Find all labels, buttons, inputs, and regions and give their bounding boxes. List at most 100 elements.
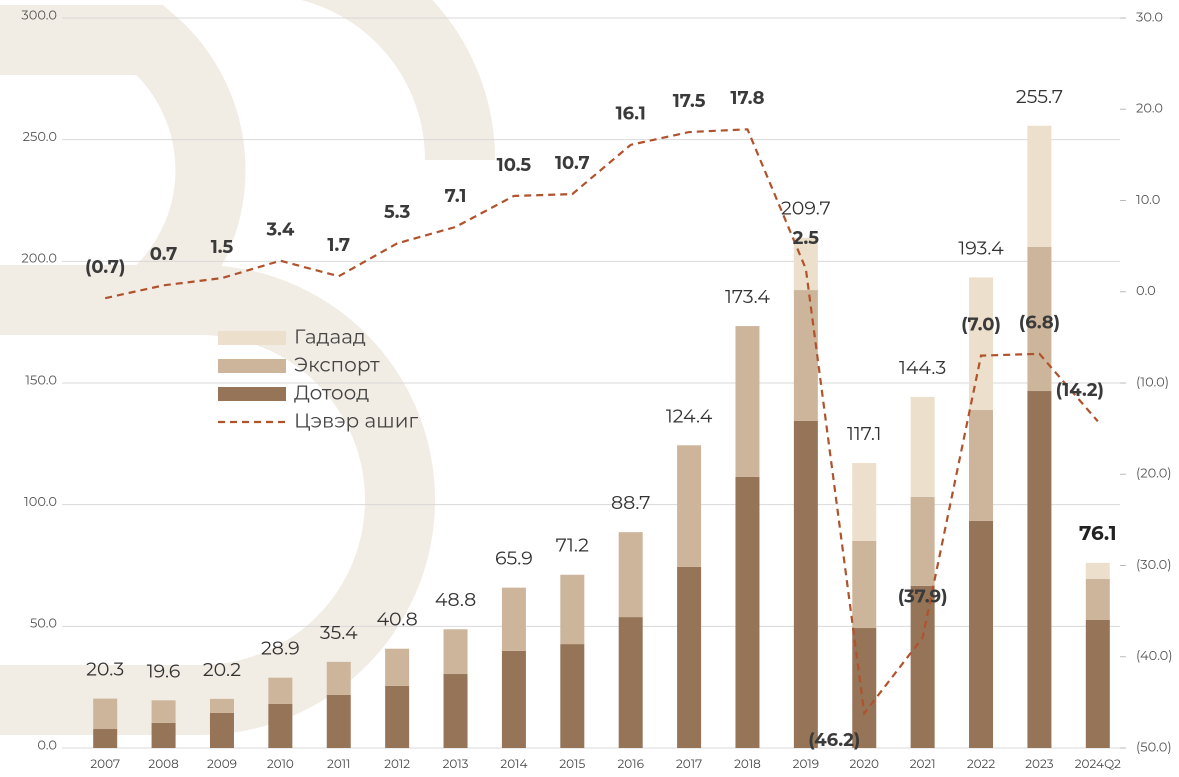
bar-segment	[619, 617, 643, 748]
y-tick-label: 200.0	[21, 251, 57, 267]
bar-segment	[852, 541, 876, 628]
y2-tick-label: 10.0	[1136, 192, 1160, 208]
line-value-label: 1.5	[211, 236, 234, 258]
line-value-label: (0.7)	[85, 256, 125, 278]
watermark	[0, 0, 460, 700]
y2-tick-label: 20.0	[1136, 101, 1163, 117]
bar-segment	[152, 700, 176, 723]
line-value-label: 3.4	[265, 219, 294, 241]
x-tick-label: 2018	[734, 757, 761, 772]
total-label: 48.8	[435, 588, 476, 611]
total-label: 65.9	[495, 547, 533, 570]
x-tick-label: 2013	[443, 757, 469, 772]
x-tick-label: 2008	[148, 757, 179, 772]
x-tick-label: 2015	[559, 757, 585, 772]
y2-tick-label: 30.0	[1136, 9, 1163, 25]
x-tick-label: 2024Q2	[1075, 757, 1121, 772]
bar-segment	[911, 497, 935, 586]
total-label: 209.7	[781, 197, 831, 220]
y-tick-label: 150.0	[25, 372, 57, 388]
bar-segment	[152, 723, 176, 748]
bar-segment	[385, 686, 409, 748]
bar-segment	[619, 532, 643, 617]
bar-segment	[852, 463, 876, 541]
legend-swatch	[218, 387, 286, 401]
bar-segment	[1027, 391, 1051, 748]
total-label: 71.2	[556, 534, 589, 557]
line-value-label: (46.2)	[808, 729, 860, 751]
total-label: 40.8	[377, 608, 418, 631]
line-value-label: 10.7	[555, 152, 590, 174]
line-value-label: 17.5	[673, 90, 706, 112]
line-value-label: (37.9)	[898, 585, 948, 607]
legend-swatch	[218, 331, 286, 345]
line-value-label: 1.7	[327, 234, 350, 256]
x-tick-label: 2019	[793, 757, 819, 772]
y2-tick-label: (40.0)	[1136, 648, 1173, 664]
bar-segment	[560, 644, 584, 748]
bar-segment	[1086, 563, 1110, 579]
bar-segment	[969, 410, 993, 521]
y2-tick-label: (10.0)	[1136, 374, 1169, 390]
chart: 0.050.0100.0150.0200.0250.0300.0(50.0)(4…	[0, 0, 1179, 772]
total-label: 255.7	[1016, 85, 1063, 108]
bar-segment	[1027, 126, 1051, 247]
total-label: 20.3	[86, 658, 124, 681]
bar-segment	[911, 397, 935, 497]
y2-tick-label: (20.0)	[1136, 466, 1172, 482]
y2-tick-label: (50.0)	[1136, 739, 1172, 755]
bar-segment	[735, 477, 759, 748]
line-value-label: (14.2)	[1056, 379, 1104, 401]
legend-label: Гадаад	[294, 325, 366, 349]
x-tick-label: 2023	[1025, 757, 1054, 772]
bar-segment	[735, 326, 759, 477]
y2-tick-label: (30.0)	[1136, 557, 1172, 573]
total-label: 20.2	[203, 658, 241, 681]
legend-label: Дотоод	[294, 381, 369, 405]
total-label: 76.1	[1079, 522, 1117, 546]
y-tick-label: 50.0	[30, 616, 57, 632]
total-label: 193.4	[958, 236, 1004, 259]
bar-segment	[327, 662, 351, 695]
x-tick-label: 2021	[910, 757, 936, 772]
x-tick-label: 2011	[327, 757, 350, 772]
bar-segment	[444, 629, 468, 674]
bar-segment	[210, 713, 234, 748]
bar-segment	[327, 695, 351, 748]
x-tick-label: 2020	[850, 757, 880, 772]
bar-segment	[969, 277, 993, 410]
bar-segment	[911, 586, 935, 748]
bar-segment	[677, 445, 701, 567]
bar-segment	[560, 575, 584, 644]
total-label: 173.4	[725, 285, 770, 308]
total-label: 124.4	[666, 404, 713, 427]
x-tick-label: 2009	[207, 757, 237, 772]
bar-segment	[794, 421, 818, 748]
total-label: 117.1	[847, 422, 882, 445]
line-value-label: 0.7	[150, 243, 178, 265]
legend-label: Цэвэр ашиг	[294, 409, 418, 433]
bar-segment	[268, 678, 292, 704]
bar-segment	[385, 649, 409, 686]
y2-tick-label: 0.0	[1136, 283, 1156, 299]
x-tick-label: 2022	[967, 757, 996, 772]
bar-segment	[93, 729, 117, 748]
x-tick-label: 2010	[267, 757, 294, 772]
bar-segment	[93, 699, 117, 729]
x-tick-label: 2014	[500, 757, 527, 772]
y-tick-label: 100.0	[24, 494, 57, 510]
line-value-label: 17.8	[730, 87, 764, 109]
line-value-label: (6.8)	[1019, 312, 1060, 334]
line-value-label: 10.5	[497, 154, 532, 176]
total-label: 35.4	[320, 621, 358, 644]
line-value-label: 7.1	[445, 185, 467, 207]
bar-segment	[794, 290, 818, 421]
x-tick-label: 2017	[676, 757, 702, 772]
x-tick-label: 2007	[90, 757, 120, 772]
x-tick-label: 2016	[618, 757, 644, 772]
line-value-label: 16.1	[616, 103, 646, 125]
line-value-label: 2.5	[793, 227, 820, 249]
bar-segment	[969, 521, 993, 748]
total-label: 144.3	[899, 356, 946, 379]
bar-segment	[1086, 620, 1110, 748]
